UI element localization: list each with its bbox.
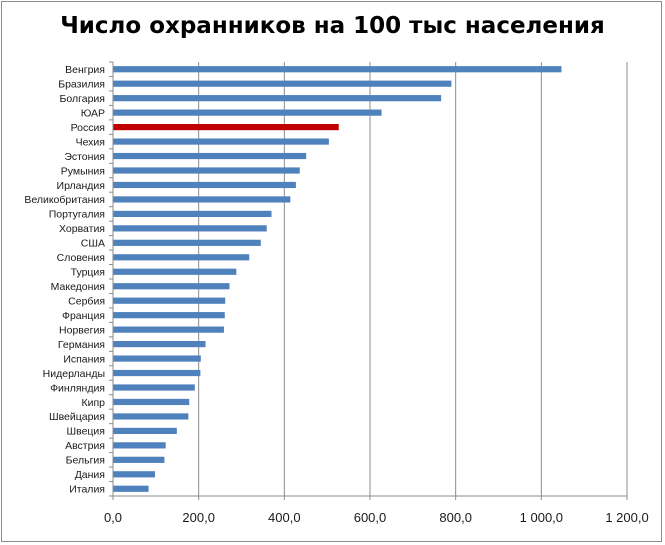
- bar: [113, 66, 562, 73]
- category-label: Великобритания: [24, 194, 105, 206]
- category-label: Португалия: [49, 209, 105, 221]
- bar: [113, 398, 190, 406]
- category-label: Румыния: [61, 165, 105, 177]
- category-label: ЮАР: [81, 107, 105, 119]
- bar: [113, 283, 230, 290]
- bar: [113, 167, 300, 174]
- bar: [113, 181, 296, 189]
- bar: [113, 239, 261, 246]
- bar: [113, 427, 177, 434]
- bar: [113, 456, 165, 463]
- bar: [113, 485, 149, 492]
- x-tick-label: 600,0: [354, 510, 387, 525]
- x-tick-label: 200,0: [182, 510, 215, 525]
- x-tick-label: 400,0: [268, 510, 301, 525]
- category-label: Венгрия: [65, 64, 105, 76]
- category-label: Франция: [62, 310, 105, 322]
- bar: [113, 210, 272, 217]
- category-label: Болгария: [60, 93, 105, 105]
- bar: [113, 80, 452, 87]
- category-label: Норвегия: [59, 324, 105, 336]
- chart-title: Число охранников на 100 тыс населения: [60, 13, 605, 39]
- bar: [113, 471, 155, 478]
- bar: [113, 312, 225, 319]
- x-tick-label: 800,0: [439, 510, 472, 525]
- category-label: Финляндия: [50, 382, 105, 394]
- category-label: Бельгия: [66, 455, 105, 467]
- category-label: Эстония: [64, 151, 105, 163]
- bar: [113, 196, 291, 203]
- x-tick-label: 0,0: [104, 510, 122, 525]
- bar: [113, 138, 329, 145]
- bar: [113, 369, 201, 377]
- category-label: Словения: [57, 252, 105, 264]
- bar: [113, 326, 224, 333]
- bar: [113, 124, 339, 131]
- bar: [113, 109, 382, 116]
- category-label: Турция: [71, 267, 105, 279]
- bar: [113, 355, 201, 362]
- category-label: Швеция: [67, 426, 106, 438]
- category-label: Швейцария: [49, 411, 105, 423]
- category-label: Хорватия: [59, 223, 105, 235]
- category-label: Ирландия: [57, 180, 105, 192]
- bar: [113, 268, 237, 275]
- category-label: Россия: [71, 122, 105, 134]
- bar: [113, 297, 226, 304]
- x-tick-label: 1 000,0: [520, 510, 563, 525]
- bar: [113, 152, 307, 160]
- bar: [113, 95, 442, 102]
- category-label: Кипр: [81, 397, 105, 409]
- x-tick-label: 1 200,0: [605, 510, 648, 525]
- bar: [113, 225, 267, 232]
- category-label: Чехия: [76, 136, 105, 148]
- category-label: Бразилия: [58, 79, 105, 91]
- category-label: Италия: [69, 484, 105, 496]
- bar: [113, 341, 206, 348]
- category-label: Дания: [75, 469, 105, 481]
- category-label: Нидерланды: [43, 368, 105, 380]
- bar: [113, 254, 250, 261]
- bar: [113, 442, 166, 449]
- category-label: США: [81, 238, 105, 250]
- category-label: Германия: [58, 339, 105, 351]
- bar: [113, 413, 189, 420]
- category-label: Македония: [51, 281, 105, 293]
- bar: [113, 384, 195, 391]
- category-label: Сербия: [68, 296, 105, 308]
- category-label: Австрия: [65, 440, 105, 452]
- category-label: Испания: [63, 353, 105, 365]
